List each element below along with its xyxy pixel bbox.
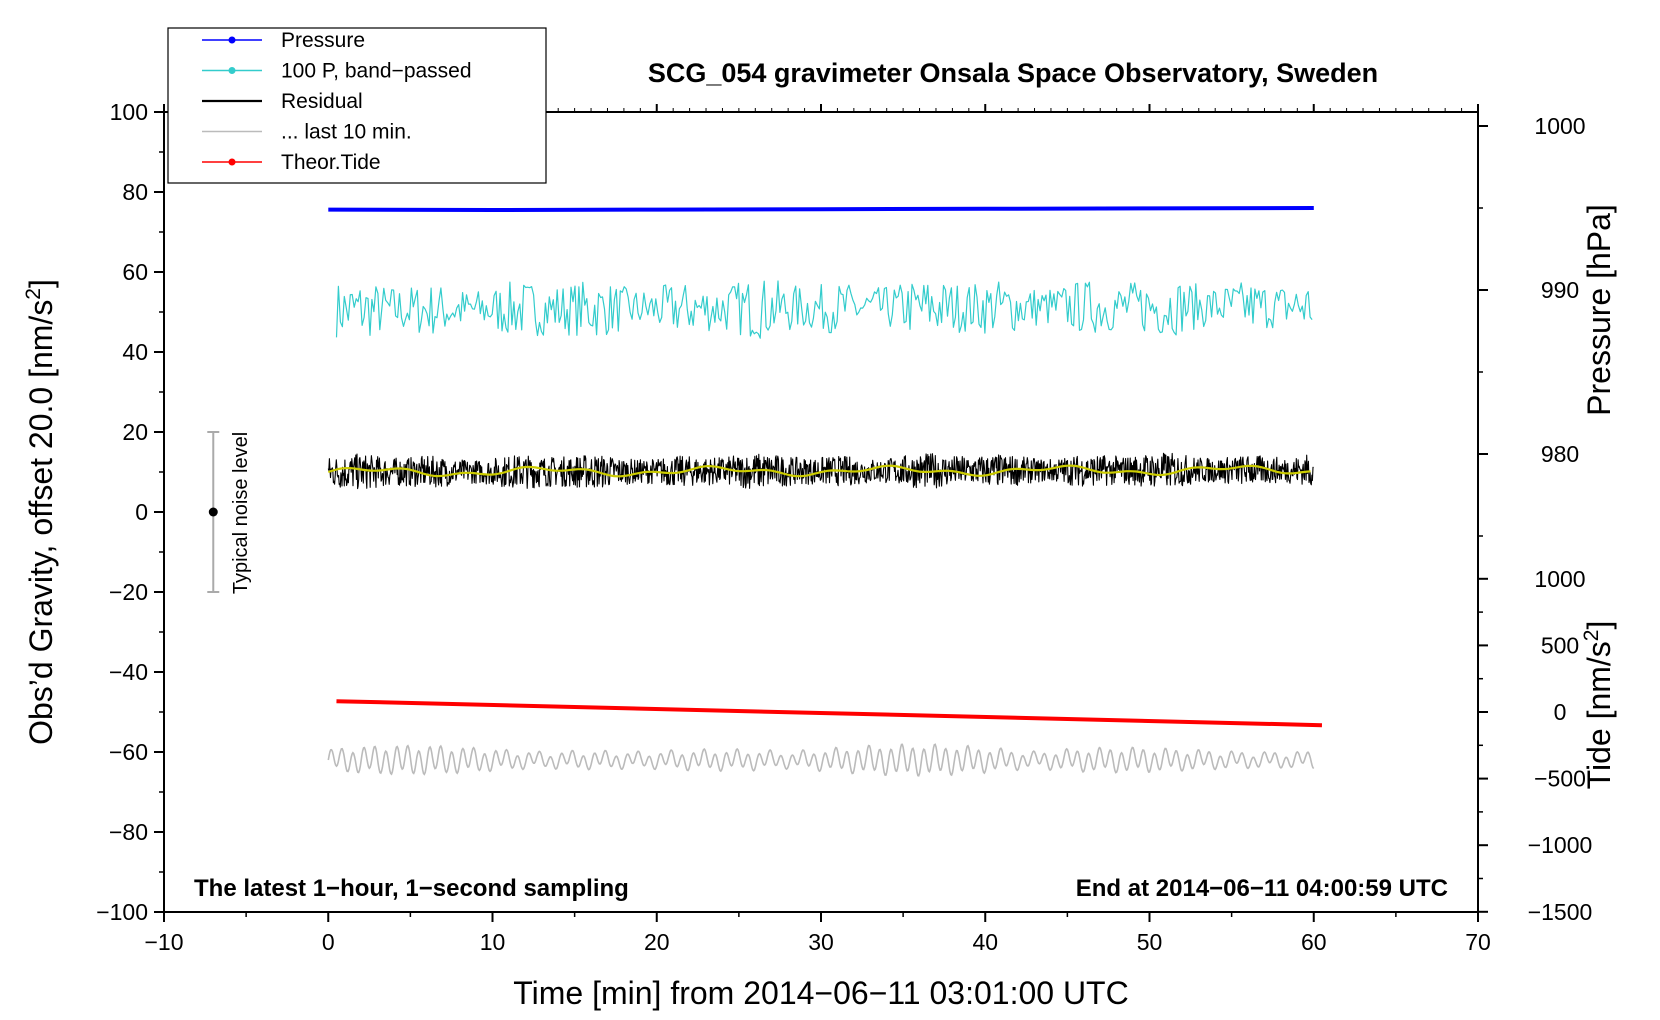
noise-bar-center [208, 507, 218, 517]
plot-frame [163, 111, 1479, 913]
x-tick-label: 50 [1137, 929, 1163, 955]
legend-entries: Pressure 100 P, band−passed Residual ... la… [202, 29, 472, 174]
x-tick-label: 0 [322, 929, 335, 955]
x-tick-label: 60 [1301, 929, 1327, 955]
y-tick-label: 20 [122, 419, 148, 445]
y-axis-title-tide-end: ] [1581, 621, 1617, 630]
legend-marker [228, 67, 236, 74]
tide-tick-label: −1000 [1528, 832, 1593, 858]
y-tick-label: 0 [135, 499, 148, 525]
series-last-10-min [327, 743, 1315, 777]
series-running-mean [327, 464, 1311, 478]
x-tick-label: 40 [972, 929, 998, 955]
y-tick-label: 80 [122, 179, 148, 205]
legend-label: Theor.Tide [281, 151, 381, 174]
tide-tick-label: 0 [1554, 699, 1567, 725]
x-axis-title: Time [min] from 2014−06−11 03:01:00 UTC [513, 975, 1128, 1011]
axis-ticks: −10 0 10 20 30 40 50 60 70−100−80−60−40−20020406… [96, 99, 1593, 955]
y-tick-label: 100 [110, 99, 148, 125]
y-axis-title-tide: Tide [nm/s2] [1580, 621, 1617, 790]
pressure-tick-label: 990 [1541, 277, 1579, 303]
annotation-end-time: End at 2014−06−11 04:00:59 UTC [1076, 875, 1448, 902]
annotation-sampling: The latest 1−hour, 1−second sampling [194, 875, 629, 902]
legend-label: 100 P, band−passed [281, 60, 472, 83]
x-tick-label: −10 [144, 929, 183, 955]
series-theor-tide [336, 699, 1323, 728]
y-tick-label: −80 [109, 819, 148, 845]
y-tick-label: 60 [122, 259, 148, 285]
series-pressure [328, 206, 1314, 213]
y-axis-title-left-sup: 2 [22, 288, 45, 300]
series-residual [327, 452, 1314, 490]
tide-tick-label: −500 [1534, 766, 1586, 792]
tide-tick-label: −1500 [1528, 899, 1593, 925]
noise-bar: Typical noise level [207, 431, 252, 594]
x-tick-label: 70 [1465, 929, 1491, 955]
y-tick-label: −100 [96, 899, 148, 925]
chart-title: SCG_054 gravimeter Onsala Space Observat… [648, 58, 1378, 88]
y-tick-label: 40 [122, 339, 148, 365]
tide-tick-label: 500 [1541, 632, 1579, 658]
legend-box [167, 27, 547, 184]
x-tick-label: 10 [480, 929, 506, 955]
y-axis-title-left-end: ] [23, 279, 59, 288]
series-layer [327, 206, 1323, 777]
legend-label: Pressure [281, 29, 365, 52]
y-tick-label: −60 [109, 739, 148, 765]
pressure-tick-label: 980 [1541, 441, 1579, 467]
y-axis-title-left-main: Obs’d Gravity, offset 20.0 [nm/s [23, 300, 59, 745]
y-axis-title-tide-sup: 2 [1580, 630, 1603, 642]
y-tick-label: −40 [109, 659, 148, 685]
x-tick-label: 30 [808, 929, 834, 955]
legend-label: ... last 10 min. [281, 121, 412, 144]
noise-bar-label: Typical noise level [230, 432, 252, 594]
y-axis-title-left: Obs’d Gravity, offset 20.0 [nm/s2] [22, 279, 59, 745]
series-bandpassed-pressure [335, 280, 1313, 339]
y-axis-title-tide-main: Tide [nm/s [1581, 641, 1617, 789]
tide-tick-label: 1000 [1534, 566, 1585, 592]
legend-marker [228, 158, 236, 166]
legend-marker [228, 36, 236, 44]
y-axis-title-pressure: Pressure [hPa] [1581, 204, 1617, 416]
y-tick-label: −20 [109, 579, 148, 605]
legend-label: Residual [281, 90, 363, 113]
legend: Pressure 100 P, band−passed Residual ... la… [167, 27, 547, 184]
pressure-tick-label: 1000 [1534, 113, 1585, 139]
x-tick-label: 20 [644, 929, 670, 955]
